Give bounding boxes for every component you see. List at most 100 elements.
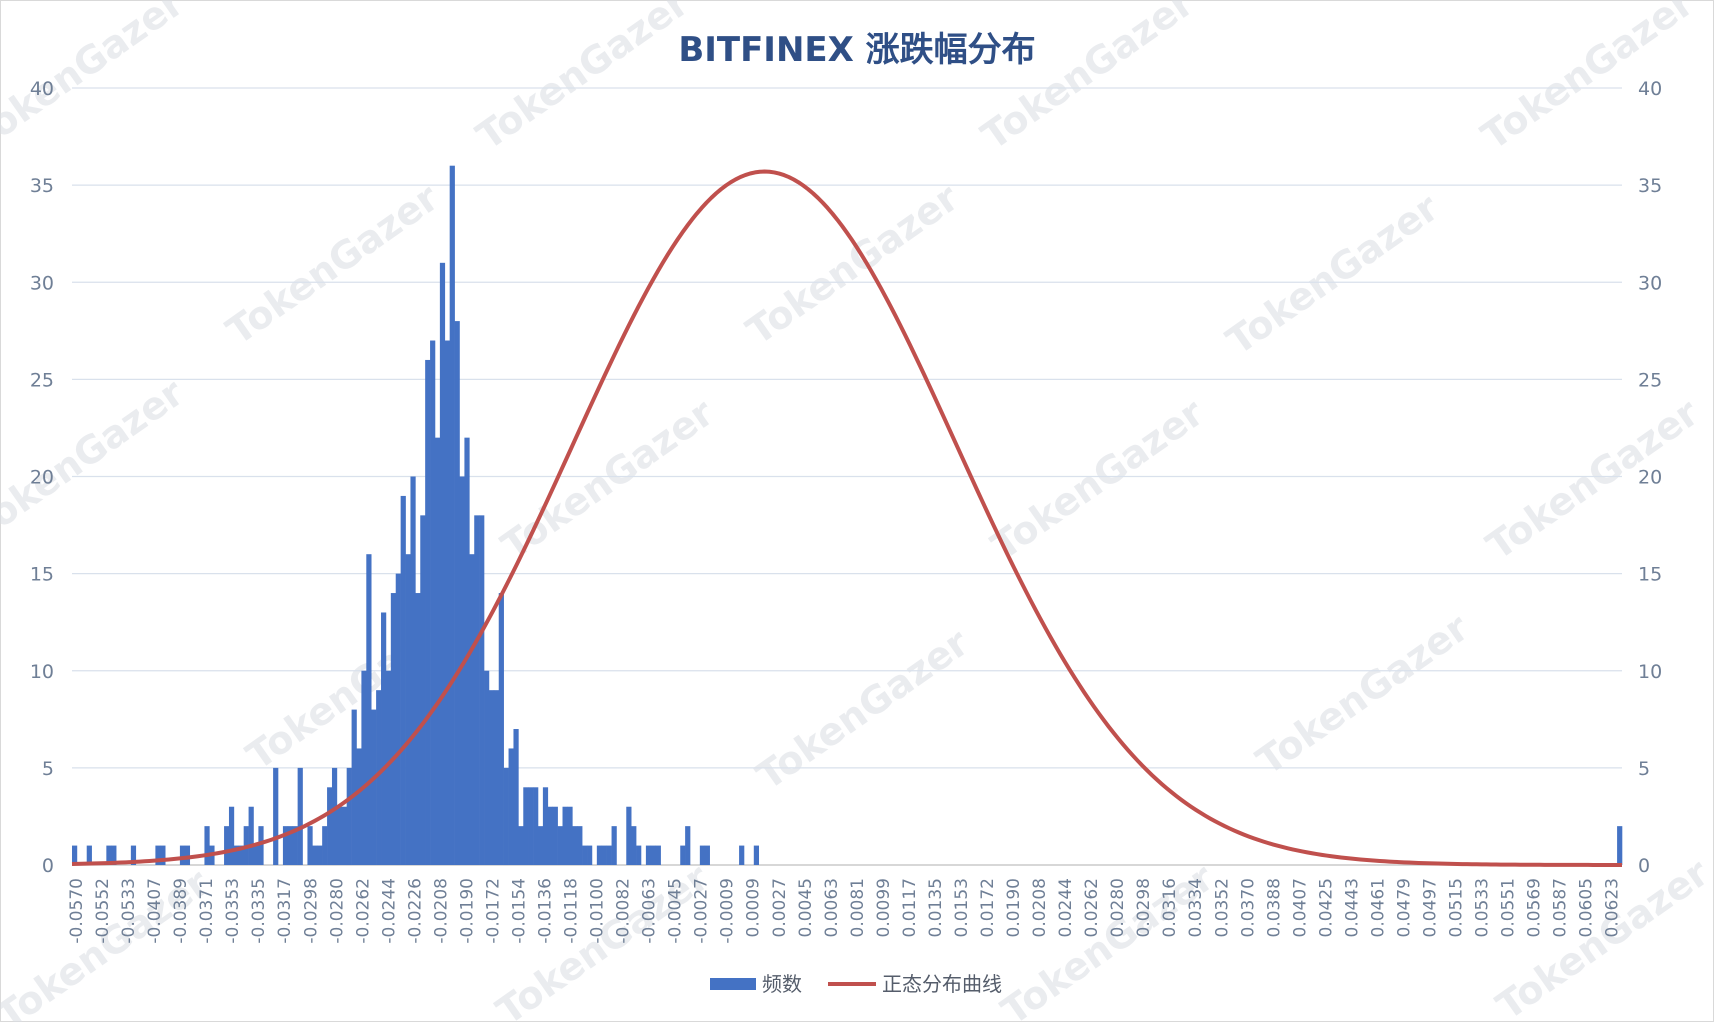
y-tick-label-left: 30 [30, 272, 54, 294]
histogram-bar [533, 787, 539, 865]
histogram-bar [322, 826, 328, 865]
histogram-bar [72, 845, 78, 865]
histogram-bar [523, 787, 529, 865]
histogram-bar [405, 554, 411, 865]
histogram-bar [503, 767, 509, 866]
histogram-bar [449, 165, 455, 865]
curve-series [71, 169, 1622, 867]
histogram-bar [606, 845, 612, 865]
x-tick-label: -0.0136 [536, 878, 556, 944]
histogram-bar [444, 340, 450, 865]
x-tick-label: -0.0371 [197, 878, 217, 944]
histogram-bar [704, 845, 710, 865]
x-tick-label: 0.0135 [926, 878, 946, 937]
histogram-bar [547, 806, 553, 865]
y-tick-label-left: 0 [42, 855, 54, 877]
x-tick-label: -0.0009 [718, 878, 738, 944]
x-tick-label: 0.0425 [1316, 878, 1336, 937]
histogram-bar [287, 826, 294, 865]
histogram-bar [317, 845, 323, 865]
x-tick-label: -0.0552 [93, 878, 113, 944]
histogram-bar [106, 845, 112, 865]
histogram-bar [307, 826, 313, 865]
histogram-bar [184, 845, 191, 865]
histogram-bar [273, 767, 279, 866]
x-tick-label: 0.0081 [848, 878, 868, 937]
histogram-bar [513, 729, 519, 865]
histogram-bar [636, 845, 642, 865]
histogram-bar [327, 787, 333, 865]
y-tick-label-right: 15 [1638, 564, 1662, 586]
x-tick-label: -0.0027 [692, 878, 712, 944]
histogram-bar [228, 806, 235, 865]
x-tick-label: -0.0317 [275, 878, 295, 944]
y-tick-label-left: 5 [42, 758, 54, 780]
y-tick-label-left: 35 [30, 175, 54, 197]
histogram-bar [439, 262, 446, 865]
y-tick-label-right: 40 [1638, 78, 1662, 100]
histogram-bar [238, 845, 244, 865]
histogram-bar [567, 806, 573, 865]
y-tick-label-left: 40 [30, 78, 54, 100]
histogram-bar [434, 437, 441, 865]
histogram-bar [400, 495, 406, 865]
histogram-bar [469, 554, 475, 865]
x-tick-label: 0.0461 [1368, 878, 1388, 937]
x-tick-label: -0.0244 [379, 878, 399, 944]
x-tick-label: 0.0569 [1525, 878, 1545, 937]
histogram-bar [596, 845, 603, 865]
histogram-bar [341, 806, 347, 865]
histogram-bar [739, 845, 745, 865]
x-tick-label: 0.0479 [1394, 878, 1414, 937]
x-tick-label: 0.0262 [1082, 878, 1102, 937]
x-tick-label: 0.0370 [1238, 878, 1258, 937]
x-tick-label: 0.0407 [1290, 878, 1310, 937]
y-tick-label-left: 20 [30, 467, 54, 489]
x-tick-label: -0.0407 [145, 878, 165, 944]
legend: 频数 正态分布曲线 [710, 972, 1002, 996]
histogram-bar [204, 826, 210, 865]
histogram-bar [297, 767, 303, 866]
histogram-bar [282, 826, 289, 865]
x-tick-label: -0.0045 [666, 878, 686, 944]
x-tick-label: 0.0533 [1473, 878, 1493, 937]
x-tick-label: -0.0280 [327, 878, 347, 944]
histogram-bar [395, 573, 401, 866]
x-tick-label: 0.0352 [1212, 878, 1232, 937]
histogram-bar [537, 826, 544, 865]
x-tick-label: 0.0280 [1108, 878, 1128, 937]
histogram-bar [258, 826, 264, 865]
x-tick-label: -0.0262 [353, 878, 373, 944]
histogram-bar [312, 845, 318, 865]
histogram-bar [179, 845, 186, 865]
histogram-bar [518, 826, 524, 865]
histogram-bar [410, 476, 416, 865]
histogram-bar [233, 845, 240, 865]
histogram-bar [626, 806, 632, 865]
histogram-bar [479, 515, 485, 865]
histogram-bar [351, 709, 357, 865]
histogram-bar [577, 826, 583, 865]
y-tick-label-left: 10 [30, 661, 54, 683]
histogram-bar [346, 767, 352, 866]
x-tick-label: 0.0334 [1186, 878, 1206, 937]
legend-bar-label: 频数 [762, 972, 802, 996]
histogram-bar [336, 806, 343, 865]
histogram-bar [582, 845, 588, 865]
chart-title: BITFINEX 涨跌幅分布 [678, 30, 1035, 70]
bar-series [72, 165, 1623, 866]
x-tick-label: -0.0208 [431, 878, 451, 944]
histogram-bar [371, 709, 377, 865]
x-tick-label: 0.0316 [1160, 878, 1180, 937]
histogram-bar [248, 806, 254, 865]
histogram-bar [155, 845, 161, 865]
x-tick-label: -0.0172 [483, 878, 503, 944]
histogram-bar [253, 845, 259, 865]
x-tick-label: 0.0244 [1056, 878, 1076, 937]
x-tick-label: 0.0172 [978, 878, 998, 937]
histogram-bar [645, 845, 652, 865]
x-tick-label: 0.0063 [822, 878, 842, 937]
